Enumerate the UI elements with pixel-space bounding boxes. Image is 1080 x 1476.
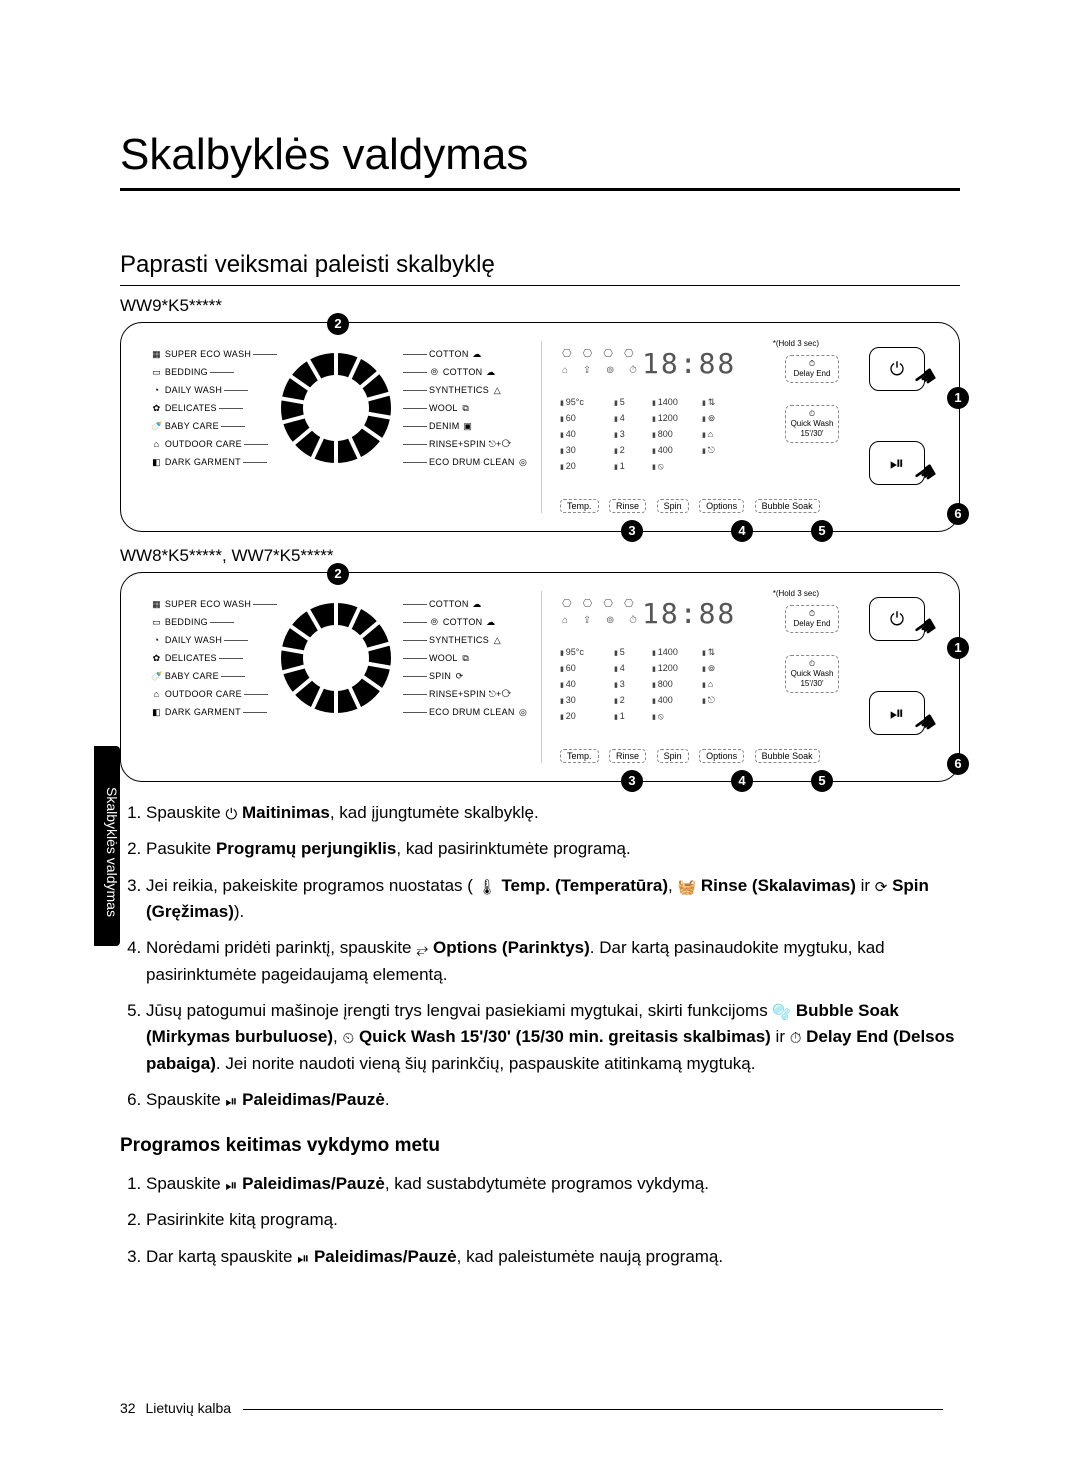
footer-rule (243, 1409, 943, 1410)
step-3: Jei reikia, pakeiskite programos nuostat… (146, 873, 960, 926)
page-number: 32 (120, 1400, 136, 1416)
callout-3: 3 (621, 770, 643, 792)
delay-end-box: ⏱Delay End (785, 605, 839, 633)
temp-column: 95°c 60 40 30 20 (560, 395, 584, 475)
options-icon: ⥂ (416, 941, 428, 958)
step-5: Jūsų patogumui mašinoje įrengti trys len… (146, 998, 960, 1077)
dial-ticks-icon (281, 353, 391, 463)
rinse-icon: 🧺 (677, 879, 696, 896)
prewash-icons: ⎔ ⎔ ⎔ ⎔ (562, 597, 638, 610)
bottom-button-labels: Temp. Rinse Spin Options Bubble Soak (560, 749, 828, 763)
callout-4: 4 (731, 520, 753, 542)
prewash-icons: ⎔ ⎔ ⎔ ⎔ (562, 347, 638, 360)
program-list-right-b: COTTON ☁ ⦾ COTTON ☁ SYNTHETICS △ WOOL ⧉ … (403, 595, 529, 721)
options-column: ⇅⊚⌂⎋ (702, 645, 715, 709)
play-pause-icon: ⏯ (225, 1177, 237, 1194)
footer-language: Lietuvių kalba (145, 1400, 231, 1416)
display-group-a: *(Hold 3 sec) ⎔ ⎔ ⎔ ⎔ ⌂ ⇪ ⊚ ⏱ 18:88 95°c… (541, 341, 939, 513)
dial-ticks-icon (281, 603, 391, 713)
bottom-button-labels: Temp. Rinse Spin Options Bubble Soak (560, 499, 828, 513)
step-2: Pasukite Programų perjungiklis, kad pasi… (146, 836, 960, 862)
status-icons: ⌂ ⇪ ⊚ ⏱ (562, 365, 643, 376)
callout-4: 4 (731, 770, 753, 792)
bubble-icon: 🫧 (772, 1004, 791, 1021)
quickwash-icon: ⏲ (343, 1030, 355, 1047)
control-panel-a: ▦ SUPER ECO WASH ▭ BEDDING ◔ DAILY WASH … (120, 322, 960, 532)
play-pause-icon: ⏯ (225, 1093, 237, 1110)
side-tab: Skalbyklės valdymas (94, 746, 120, 946)
callout-1: 1 (947, 637, 969, 659)
callout-2: 2 (327, 563, 349, 585)
sub-section-title: Programos keitimas vykdymo metu (120, 1131, 960, 1160)
hold-3sec-label: *(Hold 3 sec) (773, 589, 819, 598)
instruction-block: Spauskite ⏻ Maitinimas, kad įjungtumėte … (120, 800, 960, 1270)
callout-5: 5 (811, 770, 833, 792)
spin-column: 1400 1200 800 400 ⦸ (652, 395, 678, 475)
display-group-b: *(Hold 3 sec) ⎔ ⎔ ⎔ ⎔ ⌂ ⇪ ⊚ ⏱ 18:88 95°c… (541, 591, 939, 763)
rinse-column: 5 4 3 2 1 (614, 645, 625, 725)
section-rule (120, 285, 960, 286)
control-panel-b: ▦ SUPER ECO WASH ▭ BEDDING ◔ DAILY WASH … (120, 572, 960, 782)
title-rule (120, 188, 960, 191)
play-pause-icon: ⏯ (297, 1250, 309, 1267)
temp-icon: 🌡 (478, 879, 497, 896)
segment-display: 18:88 (642, 347, 736, 380)
model-label-b: WW8*K5*****, WW7*K5***** (120, 546, 960, 566)
quick-wash-box: ⏲Quick Wash 15'/30' (785, 655, 839, 693)
page-title: Skalbyklės valdymas (120, 130, 960, 180)
delay-icon: ⏱ (790, 1030, 802, 1047)
segment-display: 18:88 (642, 597, 736, 630)
hold-3sec-label: *(Hold 3 sec) (773, 339, 819, 348)
callout-1: 1 (947, 387, 969, 409)
step-4: Norėdami pridėti parinktį, spauskite ⥂ O… (146, 935, 960, 988)
quick-wash-box: ⏲Quick Wash 15'/30' (785, 405, 839, 443)
callout-6: 6 (947, 753, 969, 775)
main-steps-list: Spauskite ⏻ Maitinimas, kad įjungtumėte … (120, 800, 960, 1113)
callout-3: 3 (621, 520, 643, 542)
callout-2: 2 (327, 313, 349, 335)
sub-step-1: Spauskite ⏯ Paleidimas/Pauzė, kad sustab… (146, 1171, 960, 1197)
spin-icon: ⟳ (875, 879, 888, 896)
options-column: ⇅⊚⌂⎋ (702, 395, 715, 459)
rinse-column: 5 4 3 2 1 (614, 395, 625, 475)
power-icon: ⏻ (225, 806, 237, 823)
status-icons: ⌂ ⇪ ⊚ ⏱ (562, 615, 643, 626)
program-list-left: ▦ SUPER ECO WASH ▭ BEDDING ◔ DAILY WASH … (151, 345, 277, 471)
callout-6: 6 (947, 503, 969, 525)
delay-end-box: ⏱Delay End (785, 355, 839, 383)
temp-column: 95°c 60 40 30 20 (560, 645, 584, 725)
section-title: Paprasti veiksmai paleisti skalbyklę (120, 251, 960, 279)
callout-5: 5 (811, 520, 833, 542)
sub-step-3: Dar kartą spauskite ⏯ Paleidimas/Pauzė, … (146, 1244, 960, 1270)
step-6: Spauskite ⏯ Paleidimas/Pauzė. (146, 1087, 960, 1113)
model-label-a: WW9*K5***** (120, 296, 960, 316)
program-list-left: ▦ SUPER ECO WASH ▭ BEDDING ◔ DAILY WASH … (151, 595, 277, 721)
page-footer: 32 Lietuvių kalba (120, 1400, 943, 1416)
sub-steps-list: Spauskite ⏯ Paleidimas/Pauzė, kad sustab… (120, 1171, 960, 1270)
sub-step-2: Pasirinkite kitą programą. (146, 1207, 960, 1233)
program-list-right-a: COTTON ☁ ⦾ COTTON ☁ SYNTHETICS △ WOOL ⧉ … (403, 345, 529, 471)
spin-column: 1400 1200 800 400 ⦸ (652, 645, 678, 725)
step-1: Spauskite ⏻ Maitinimas, kad įjungtumėte … (146, 800, 960, 826)
